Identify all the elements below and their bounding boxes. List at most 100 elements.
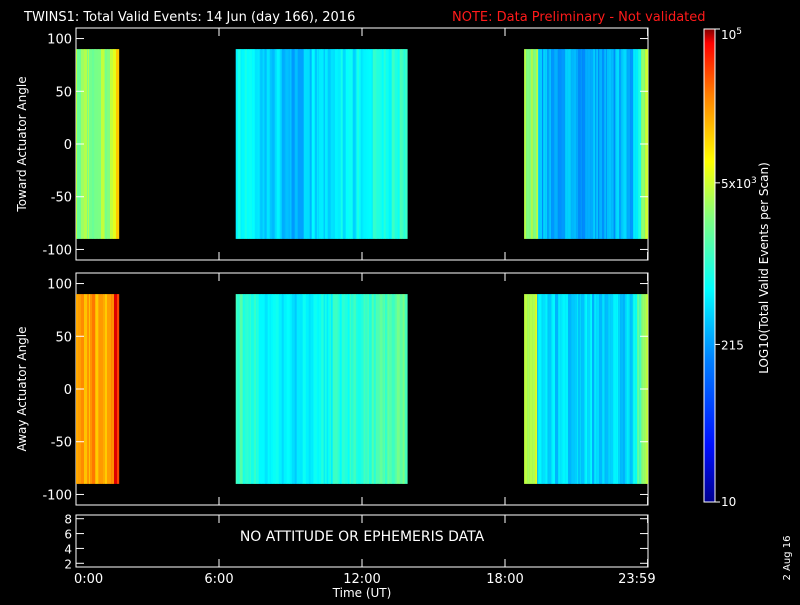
toward-time-column (626, 49, 628, 239)
away-time-column (310, 294, 312, 484)
away-time-column (269, 294, 271, 484)
away-time-column (374, 294, 376, 484)
toward-time-column (558, 49, 562, 239)
toward-time-column (613, 49, 615, 239)
toward-time-column (576, 49, 579, 239)
away-time-column (538, 294, 542, 484)
toward-data-block (524, 49, 649, 239)
away-time-column (363, 294, 365, 484)
ephemeris-y-tick-label: 6 (64, 528, 72, 542)
away-time-column (107, 294, 111, 484)
away-time-column (320, 294, 322, 484)
away-time-column (527, 294, 530, 484)
colorbar-tick-label: 10 (721, 495, 736, 509)
time-axis: 0:00 6:00 12:00 18:00 23:59 (74, 28, 656, 587)
away-time-column (596, 294, 600, 484)
away-time-column (254, 294, 256, 484)
away-time-column (360, 294, 362, 484)
away-y-tick-label: 50 (55, 330, 72, 345)
away-time-column (283, 294, 287, 484)
away-time-column (587, 294, 591, 484)
toward-time-column (615, 49, 617, 239)
toward-time-column (288, 49, 290, 239)
toward-time-column (585, 49, 588, 239)
toward-time-column (300, 49, 304, 239)
away-time-column (628, 294, 630, 484)
toward-time-column (602, 49, 605, 239)
toward-time-column (536, 49, 539, 239)
away-time-column (354, 294, 356, 484)
toward-time-column (264, 49, 267, 239)
toward-time-column (567, 49, 570, 239)
away-time-column (396, 294, 400, 484)
toward-time-column (87, 49, 89, 239)
generation-date: 2 Aug 16 (782, 536, 793, 581)
away-time-column (577, 294, 579, 484)
away-time-column (558, 294, 561, 484)
toward-time-column (595, 49, 597, 239)
away-time-column (98, 294, 100, 484)
toward-time-column (348, 49, 351, 239)
toward-time-column (539, 49, 543, 239)
toward-time-column (318, 49, 322, 239)
toward-time-column (98, 49, 102, 239)
away-time-column (366, 294, 368, 484)
away-time-column (330, 294, 333, 484)
toward-time-column (260, 49, 263, 239)
toward-time-column (619, 49, 622, 239)
toward-time-column (279, 49, 282, 239)
toward-time-column (401, 49, 404, 239)
away-time-column (110, 294, 112, 484)
away-time-column (89, 294, 91, 484)
away-time-column (629, 294, 631, 484)
away-time-column (255, 294, 257, 484)
away-time-column (257, 294, 259, 484)
toward-time-column (294, 49, 296, 239)
toward-time-column (529, 49, 532, 239)
away-time-column (267, 294, 270, 484)
toward-y-tick-label: 0 (64, 138, 72, 153)
away-time-column (239, 294, 243, 484)
away-time-column (101, 294, 104, 484)
away-time-column (334, 294, 338, 484)
toward-time-column (244, 49, 247, 239)
toward-time-column (315, 49, 317, 239)
x-tick-label: 18:00 (486, 572, 523, 587)
away-time-column (565, 294, 569, 484)
away-time-column (114, 294, 118, 484)
toward-time-column (94, 49, 96, 239)
away-time-column (99, 294, 102, 484)
toward-time-column (323, 49, 325, 239)
colorbar-ticks: 10 215 5x103 105 (715, 27, 757, 509)
toward-time-column (362, 49, 364, 239)
away-time-column (361, 294, 364, 484)
toward-time-column (404, 49, 408, 239)
away-time-column (541, 294, 543, 484)
toward-y-tick-label: 100 (47, 33, 72, 48)
toward-time-column (531, 49, 533, 239)
away-time-column (384, 294, 387, 484)
toward-time-column (316, 49, 318, 239)
toward-time-column (578, 49, 580, 239)
toward-time-column (289, 49, 291, 239)
away-time-column (299, 294, 303, 484)
toward-time-column (582, 49, 586, 239)
toward-time-column (84, 49, 88, 239)
away-data-block (235, 294, 408, 484)
away-time-column (248, 294, 250, 484)
away-time-column (399, 294, 403, 484)
away-time-column (321, 294, 324, 484)
away-time-column (332, 294, 334, 484)
toward-time-column (561, 49, 565, 239)
toward-time-column (297, 49, 301, 239)
away-time-column (339, 294, 342, 484)
away-time-column (105, 294, 108, 484)
toward-time-column (630, 49, 634, 239)
plot-title: TWINS1: Total Valid Events: 14 Jun (day … (23, 10, 355, 25)
toward-time-column (266, 49, 270, 239)
away-time-column (592, 294, 595, 484)
colorbar-tick-exponent: 3 (751, 176, 757, 186)
toward-time-column (361, 49, 363, 239)
away-time-column (258, 294, 262, 484)
